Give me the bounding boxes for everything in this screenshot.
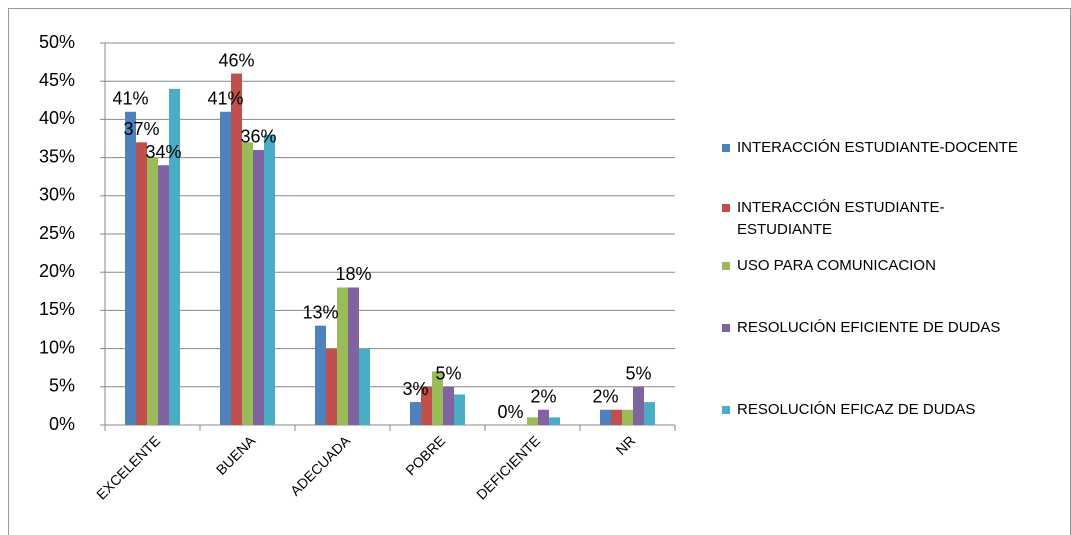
bar <box>600 409 611 425</box>
bar <box>410 402 421 425</box>
y-tick-label: 20% <box>39 261 75 281</box>
data-label: 18% <box>335 264 371 284</box>
bar <box>549 417 560 425</box>
y-tick-label: 45% <box>39 70 75 90</box>
legend-swatch <box>722 324 730 332</box>
legend-swatch <box>722 262 730 270</box>
bar <box>359 348 370 425</box>
y-tick-label: 25% <box>39 223 75 243</box>
bar <box>348 287 359 425</box>
legend-swatch <box>722 204 730 212</box>
bar <box>454 394 465 425</box>
y-tick-label: 15% <box>39 299 75 319</box>
data-label: 41% <box>207 89 243 109</box>
legend-label: RESOLUCIÓN EFICAZ DE DUDAS <box>737 401 975 418</box>
bar <box>326 348 337 425</box>
bar <box>644 402 655 425</box>
y-tick-label: 5% <box>49 376 75 396</box>
data-label: 34% <box>145 142 181 162</box>
bar <box>611 409 622 425</box>
bar <box>432 371 443 425</box>
bar <box>147 157 158 425</box>
bar <box>443 386 454 425</box>
data-label: 46% <box>218 50 254 70</box>
bar <box>315 325 326 425</box>
bar <box>231 73 242 425</box>
data-label: 2% <box>530 386 556 406</box>
data-label: 41% <box>112 89 148 109</box>
data-label: 5% <box>435 364 461 384</box>
bar <box>264 134 275 425</box>
data-label: 36% <box>240 127 276 147</box>
y-tick-label: 30% <box>39 185 75 205</box>
bar <box>125 111 136 425</box>
data-label: 13% <box>302 302 338 322</box>
y-tick-label: 10% <box>39 337 75 357</box>
data-label: 0% <box>497 402 523 422</box>
bar <box>337 287 348 425</box>
legend-label: INTERACCIÓN ESTUDIANTE-ESTUDIANTE <box>737 199 945 238</box>
bar <box>633 386 644 425</box>
bar <box>169 88 180 425</box>
legend-label: USO PARA COMUNICACION <box>737 257 936 274</box>
data-label: 5% <box>625 364 651 384</box>
bar <box>220 111 231 425</box>
y-tick-label: 0% <box>49 414 75 434</box>
bar <box>421 386 432 425</box>
bar <box>527 417 538 425</box>
data-label: 37% <box>123 119 159 139</box>
bar <box>253 149 264 425</box>
legend-swatch <box>722 144 730 152</box>
bar <box>136 142 147 425</box>
bar <box>622 409 633 425</box>
bar <box>242 142 253 425</box>
data-label: 3% <box>402 379 428 399</box>
bar <box>538 409 549 425</box>
legend-swatch <box>722 406 730 414</box>
y-tick-label: 50% <box>39 32 75 52</box>
y-tick-label: 40% <box>39 108 75 128</box>
legend-label: INTERACCIÓN ESTUDIANTE-DOCENTE <box>737 139 1018 156</box>
legend-label: RESOLUCIÓN EFICIENTE DE DUDAS <box>737 319 1000 336</box>
y-tick-label: 35% <box>39 146 75 166</box>
bar <box>158 165 169 426</box>
data-label: 2% <box>592 386 618 406</box>
